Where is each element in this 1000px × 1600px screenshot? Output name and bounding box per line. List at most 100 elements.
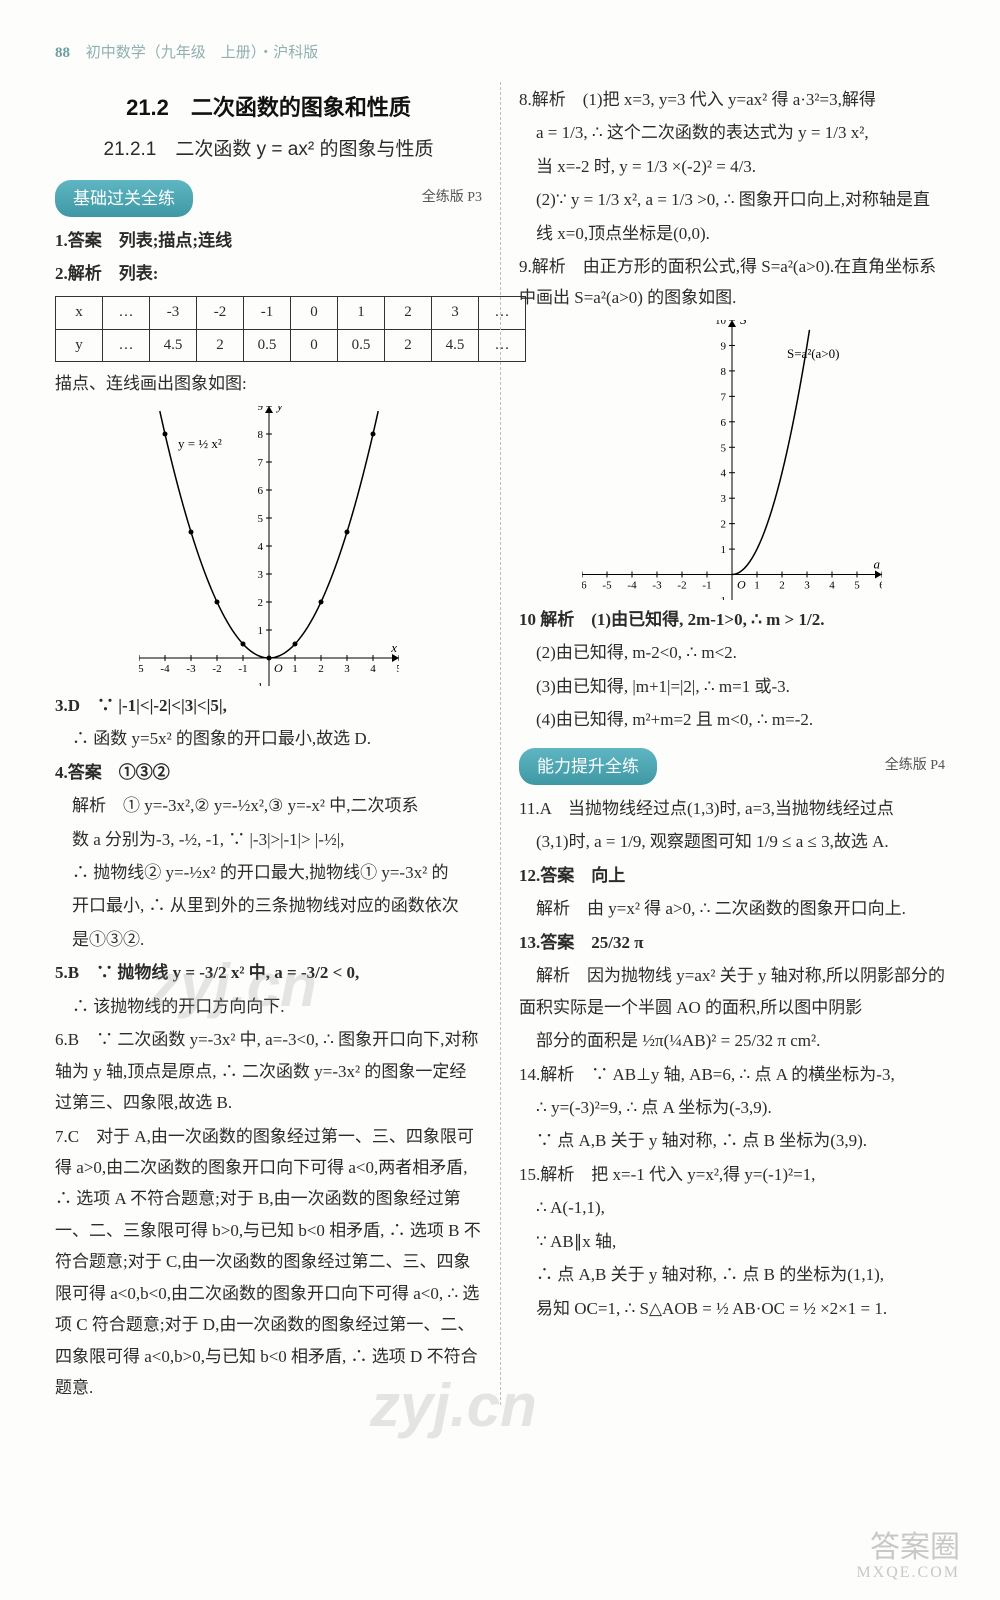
svg-text:1: 1 (257, 625, 263, 637)
svg-text:-4: -4 (160, 663, 170, 675)
q15b: ∴ A(-1,1), (519, 1192, 945, 1223)
svg-text:4: 4 (721, 468, 727, 480)
q14a: 14.解析 ∵ AB⊥y 轴, AB=6, ∴ 点 A 的横坐标为-3, (519, 1059, 945, 1090)
q10b: (2)由已知得, m-2<0, ∴ m<2. (519, 637, 945, 668)
basic-pill: 基础过关全练 (55, 180, 193, 217)
page: 88 初中数学（九年级 上册）・沪科版 21.2 二次函数的图象和性质 21.2… (0, 0, 1000, 1600)
svg-text:2: 2 (721, 518, 727, 530)
watermark-2: 答案圈 MXQE.COM (856, 1531, 960, 1582)
q15c: ∵ AB∥x 轴, (519, 1226, 945, 1257)
q13a: 13.答案 25/32 π (519, 927, 945, 958)
svg-text:1: 1 (754, 579, 760, 591)
svg-text:S: S (740, 320, 747, 327)
svg-text:O: O (274, 661, 283, 675)
svg-text:O: O (737, 577, 746, 591)
ref-p4: 全练版 P4 (885, 753, 945, 779)
q15d: ∴ 点 A,B 关于 y 轴对称, ∴ 点 B 的坐标为(1,1), (519, 1259, 945, 1290)
svg-text:y = ½ x²: y = ½ x² (178, 436, 222, 451)
svg-text:x: x (390, 640, 397, 655)
svg-text:-3: -3 (652, 579, 662, 591)
q13c: 部分的面积是 ½π(¼AB)² = 25/32 π cm². (519, 1025, 945, 1056)
svg-text:5: 5 (854, 579, 860, 591)
svg-text:-1: -1 (253, 681, 262, 686)
section-title: 21.2 二次函数的图象和性质 (55, 88, 482, 129)
svg-text:4: 4 (370, 663, 376, 675)
svg-text:5: 5 (257, 513, 263, 525)
q10a: 10 解析 (1)由已知得, 2m-1>0, ∴ m > 1/2. (519, 604, 945, 635)
basic-heading-row: 基础过关全练 全练版 P3 (55, 180, 482, 217)
ability-pill: 能力提升全练 (519, 748, 657, 785)
watermark-2-small: MXQE.COM (856, 1564, 960, 1582)
svg-text:5: 5 (396, 663, 399, 675)
q7: 7.C 对于 A,由一次函数的图象经过第一、三、四象限可得 a>0,由二次函数的… (55, 1121, 482, 1404)
svg-text:y: y (275, 406, 283, 413)
q1: 1.答案 列表;描点;连线 (55, 225, 482, 256)
page-number: 88 (55, 45, 70, 61)
svg-text:9: 9 (257, 406, 263, 413)
svg-text:-6: -6 (582, 579, 587, 591)
svg-text:6: 6 (721, 417, 727, 429)
svg-text:8: 8 (257, 429, 263, 441)
section-subtitle: 21.2.1 二次函数 y = ax² 的图象与性质 (55, 132, 482, 167)
q2-head: 2.解析 列表: (55, 258, 482, 289)
q12b: 解析 由 y=x² 得 a>0, ∴ 二次函数的图象开口向上. (519, 893, 945, 924)
svg-text:9: 9 (721, 340, 727, 352)
q8a: 8.解析 (1)把 x=3, y=3 代入 y=ax² 得 a·3²=3,解得 (519, 84, 945, 115)
svg-text:-3: -3 (186, 663, 196, 675)
q13b: 解析 因为抛物线 y=ax² 关于 y 轴对称,所以阴影部分的面积实际是一个半圆… (519, 960, 945, 1023)
svg-text:a: a (874, 556, 881, 571)
q11: 11.A 当抛物线经过点(1,3)时, a=3,当抛物线经过点 (519, 793, 945, 824)
svg-text:S=a²(a>0): S=a²(a>0) (787, 346, 840, 361)
svg-text:3: 3 (721, 493, 727, 505)
q4b1: 解析 ① y=-3x²,② y=-½x²,③ y=-x² 中,二次项系 (55, 790, 482, 821)
svg-text:1: 1 (292, 663, 298, 675)
q10d: (4)由已知得, m²+m=2 且 m<0, ∴ m=-2. (519, 704, 945, 735)
svg-text:2: 2 (257, 597, 263, 609)
q15a: 15.解析 把 x=-1 代入 y=x²,得 y=(-1)²=1, (519, 1159, 945, 1190)
q8e: 线 x=0,顶点坐标是(0,0). (519, 218, 945, 249)
chart-parabola-2: -6-5-4-3-2-112345612345678910OSa-1S=a²(a… (582, 320, 882, 600)
q5a: 5.B ∵ 抛物线 y = -3/2 x² 中, a = -3/2 < 0, (55, 957, 482, 988)
q15e: 易知 OC=1, ∴ S△AOB = ½ AB·OC = ½ ×2×1 = 1. (519, 1293, 945, 1324)
svg-text:7: 7 (721, 391, 727, 403)
q8c: 当 x=-2 时, y = 1/3 ×(-2)² = 4/3. (519, 151, 945, 182)
page-header: 88 初中数学（九年级 上册）・沪科版 (55, 40, 945, 68)
svg-text:7: 7 (257, 457, 263, 469)
q8d: (2)∵ y = 1/3 x², a = 1/3 >0, ∴ 图象开口向上,对称… (519, 184, 945, 215)
q3: 3.D ∵ |-1|<|-2|<|3|<|5|, (55, 690, 482, 721)
q4b5: 是①③②. (55, 924, 482, 955)
page-head-text: 初中数学（九年级 上册）・沪科版 (86, 45, 319, 61)
svg-text:6: 6 (257, 485, 263, 497)
svg-text:3: 3 (344, 663, 350, 675)
q4b3: ∴ 抛物线② y=-½x² 的开口最大,抛物线① y=-3x² 的 (55, 857, 482, 888)
svg-text:8: 8 (721, 366, 727, 378)
q9a: 9.解析 由正方形的面积公式,得 S=a²(a>0).在直角坐标系中画出 S=a… (519, 251, 945, 314)
svg-text:5: 5 (721, 442, 727, 454)
svg-text:3: 3 (257, 569, 263, 581)
q5b: ∴ 该抛物线的开口方向向下. (55, 991, 482, 1022)
watermark-2-big: 答案圈 (856, 1531, 960, 1564)
svg-text:6: 6 (879, 579, 882, 591)
svg-text:-1: -1 (702, 579, 711, 591)
q11b: (3,1)时, a = 1/9, 观察题图可知 1/9 ≤ a ≤ 3,故选 A… (519, 826, 945, 857)
svg-text:10: 10 (715, 320, 727, 327)
svg-text:-2: -2 (212, 663, 221, 675)
svg-text:-5: -5 (602, 579, 612, 591)
q2-after: 描点、连线画出图象如图: (55, 368, 482, 399)
svg-text:-1: -1 (717, 595, 726, 600)
svg-text:2: 2 (779, 579, 785, 591)
table-row: x…-3-2-10123… (56, 296, 526, 329)
svg-text:3: 3 (804, 579, 810, 591)
columns: 21.2 二次函数的图象和性质 21.2.1 二次函数 y = ax² 的图象与… (55, 82, 945, 1406)
table-row: y…4.520.500.524.5… (56, 329, 526, 362)
svg-text:-5: -5 (139, 663, 144, 675)
q3b: ∴ 函数 y=5x² 的图象的开口最小,故选 D. (55, 723, 482, 754)
svg-text:4: 4 (257, 541, 263, 553)
svg-text:2: 2 (318, 663, 324, 675)
data-table: x…-3-2-10123… y…4.520.500.524.5… (55, 296, 526, 363)
left-column: 21.2 二次函数的图象和性质 21.2.1 二次函数 y = ax² 的图象与… (55, 82, 500, 1406)
svg-text:4: 4 (829, 579, 835, 591)
svg-text:-1: -1 (238, 663, 247, 675)
q8b: a = 1/3, ∴ 这个二次函数的表达式为 y = 1/3 x², (519, 117, 945, 148)
q12a: 12.答案 向上 (519, 860, 945, 891)
